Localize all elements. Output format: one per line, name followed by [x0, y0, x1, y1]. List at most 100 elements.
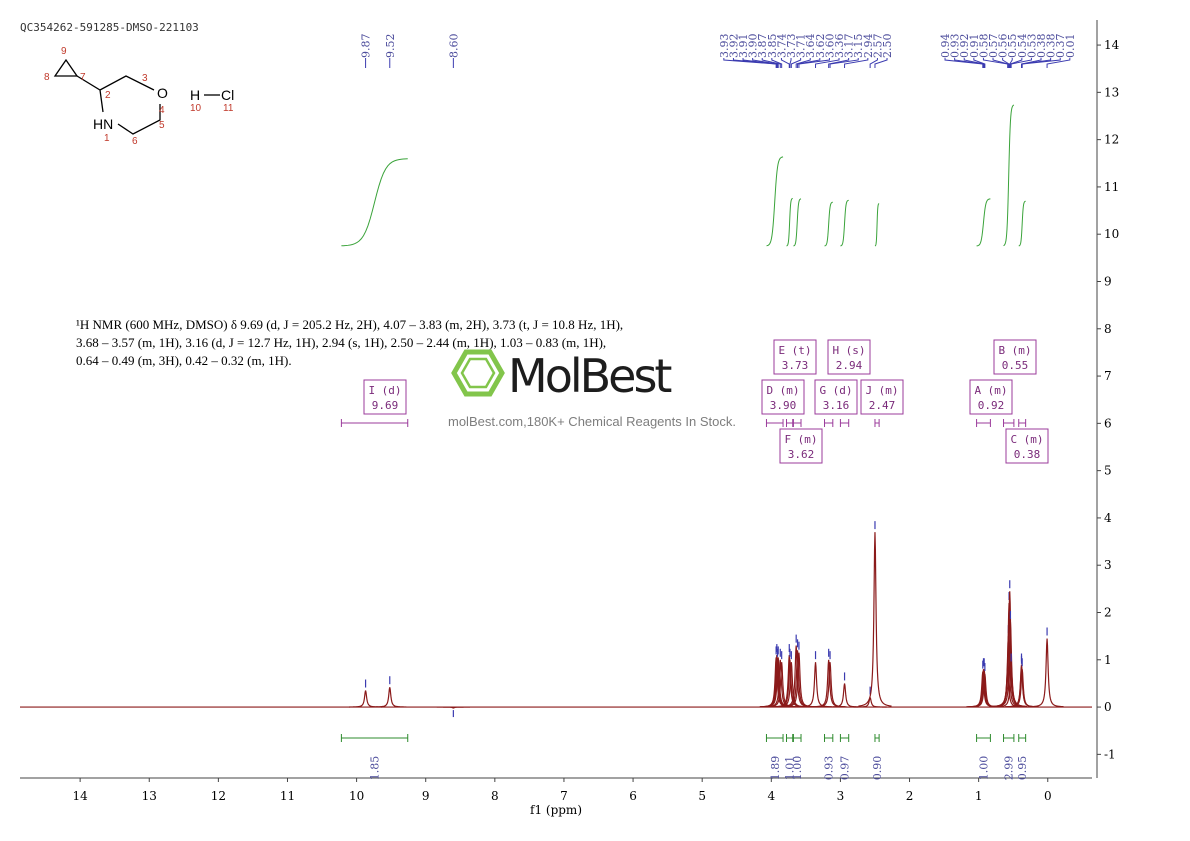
peak-label: 0.58 — [977, 34, 990, 59]
peak-label-connector — [789, 58, 792, 68]
peak-label-connector — [1009, 58, 1013, 68]
peak-label: 3.62 — [814, 34, 827, 59]
multiplet-box — [761, 379, 805, 415]
peak-label: 3.74 — [775, 34, 788, 59]
y-tick-label: 9 — [1104, 274, 1112, 288]
x-tick-label: 4 — [767, 789, 775, 803]
peak-label-connector — [1002, 58, 1010, 68]
multiplet-shift: 0.92 — [978, 399, 1005, 412]
logo-ring — [460, 357, 496, 389]
peak-label-connector — [1009, 58, 1023, 68]
peak-label-connector — [944, 58, 984, 68]
peak-label: 0.38 — [1045, 34, 1058, 59]
peak — [858, 532, 892, 707]
peak-label-connector — [829, 58, 859, 68]
atom-number: 4 — [159, 105, 165, 116]
integral-value: 1.89 — [769, 756, 782, 781]
x-tick-label: 9 — [422, 789, 430, 803]
peak — [1030, 638, 1064, 708]
y-tick-label: 10 — [1104, 227, 1119, 241]
peak-label: 3.93 — [718, 34, 731, 59]
integral-curve — [766, 156, 784, 247]
atom-number: 1 — [104, 133, 110, 144]
atom-number: 5 — [159, 120, 165, 131]
peak-label-connector — [992, 58, 1009, 68]
y-tick-label: 3 — [1104, 558, 1112, 572]
peak-label-connector — [795, 58, 811, 68]
multiplet-box — [773, 339, 817, 375]
peak — [765, 662, 799, 708]
description-line: 0.64 – 0.49 (m, 3H), 0.42 – 0.32 (m, 1H)… — [76, 353, 292, 368]
integral-bracket — [786, 734, 794, 742]
cyclopropyl-bond — [53, 58, 79, 77]
peak-label-connector — [815, 58, 840, 68]
x-tick-label: 14 — [72, 789, 88, 803]
y-tick-label: 14 — [1104, 38, 1120, 52]
peak-label: 2.57 — [871, 34, 884, 59]
tagline: molBest.com,180K+ Chemical Reagents In S… — [448, 414, 736, 429]
integral-value: 1.00 — [791, 756, 804, 781]
peak-label-connector — [828, 58, 850, 68]
ring-bonds — [76, 75, 161, 135]
integral-curve — [874, 203, 880, 247]
multiplet-box — [993, 339, 1037, 375]
integral-value: 0.97 — [839, 756, 852, 781]
multiplet-shift: 9.69 — [372, 399, 399, 412]
y-tick-label: 12 — [1104, 133, 1119, 147]
peak-label: 0.94 — [939, 34, 952, 59]
peak-label: 3.36 — [833, 34, 846, 59]
peak-label-connector — [1046, 58, 1071, 68]
integral-bracket — [976, 734, 991, 742]
logo-hexagon — [451, 349, 505, 397]
multiplet-bracket — [976, 419, 991, 427]
multiplet-shift: 3.16 — [823, 399, 850, 412]
multiplet-bracket — [786, 419, 794, 427]
peak-label-connector — [982, 58, 1009, 68]
multiplet-bracket — [340, 419, 409, 427]
multiplet-bracket — [824, 419, 834, 427]
atom-label: HN — [93, 116, 113, 132]
peak — [373, 687, 407, 708]
multiplet-shift: 2.47 — [869, 399, 896, 412]
atom-label: Cl — [221, 87, 234, 103]
multiplet-bracket — [1003, 419, 1015, 427]
multiplet-shift: 2.94 — [836, 359, 863, 372]
integral-value: 1.00 — [977, 756, 990, 781]
peak-label: 3.71 — [795, 34, 808, 59]
integral-bracket — [1018, 734, 1027, 742]
integral-curve — [793, 198, 802, 247]
multiplet-label: F (m) — [784, 433, 817, 446]
structure — [53, 58, 220, 135]
brand: MolBest — [508, 349, 671, 403]
multiplet-bracket — [874, 419, 880, 427]
peak-label-connector — [742, 58, 779, 68]
x-tick-label: 5 — [698, 789, 706, 803]
multiplet-label: A (m) — [974, 384, 1007, 397]
peak-label-connector — [797, 58, 821, 68]
peak-label-connector — [844, 58, 869, 68]
integral-bracket — [340, 734, 409, 742]
peak-label-connector — [869, 58, 878, 68]
y-tick-label: 5 — [1104, 464, 1112, 478]
multiplet-label: H (s) — [832, 344, 865, 357]
integral-bracket — [874, 734, 880, 742]
integral-curve — [341, 158, 408, 247]
y-tick-label: 6 — [1104, 416, 1112, 430]
multiplet-bracket — [839, 419, 850, 427]
peak-label-connector — [874, 58, 888, 68]
peak — [813, 662, 847, 708]
atom-label: O — [157, 85, 168, 101]
integral-value: 2.99 — [1003, 756, 1016, 781]
multiplet-shift: 3.90 — [770, 399, 797, 412]
y-tick-label: 2 — [1104, 605, 1112, 619]
x-tick-label: 2 — [906, 789, 914, 803]
peak-label: 3.60 — [823, 34, 836, 59]
integral-value: 1.85 — [369, 756, 382, 781]
peak-label-connector — [954, 58, 984, 68]
peak-label-connector — [752, 58, 779, 68]
integral-value: 0.90 — [871, 756, 884, 781]
peak — [436, 706, 470, 709]
y-tick-label: -1 — [1104, 747, 1116, 761]
y-tick-label: 8 — [1104, 322, 1112, 336]
